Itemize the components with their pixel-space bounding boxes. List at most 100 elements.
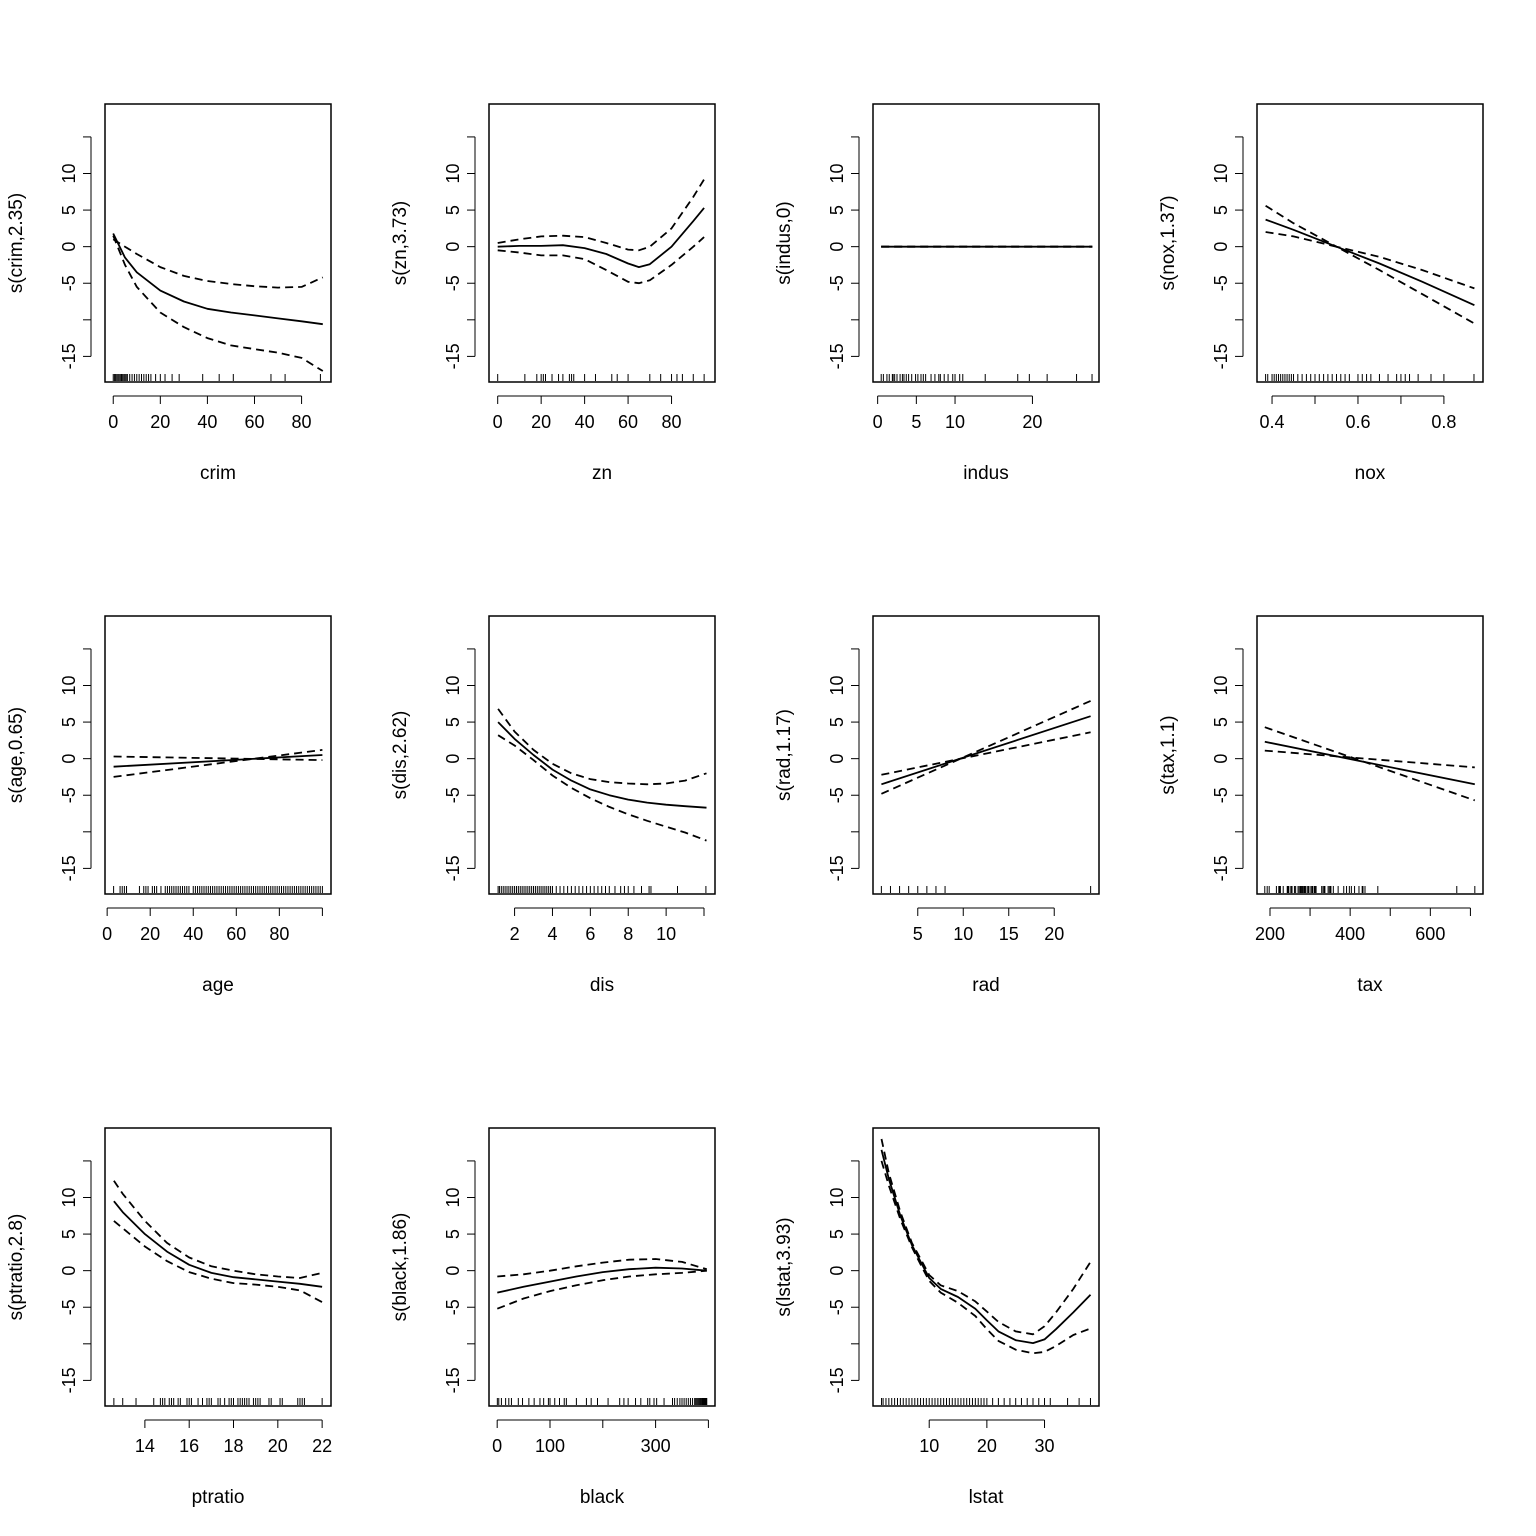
smooth-estimate-line — [113, 1200, 323, 1288]
x-axis-title: nox — [1355, 463, 1386, 484]
y-tick-label: 10 — [827, 675, 847, 695]
y-tick-label: 0 — [443, 242, 463, 252]
y-tick-label: -5 — [59, 1299, 79, 1315]
y-tick-label: 0 — [1211, 242, 1231, 252]
x-tick-label: 10 — [953, 924, 973, 944]
x-tick-label: 80 — [292, 412, 312, 432]
y-tick-label: 10 — [443, 1187, 463, 1207]
x-tick-label: 5 — [913, 924, 923, 944]
y-tick-label: -5 — [1211, 275, 1231, 291]
y-axis-title: s(black,1.86) — [390, 1213, 411, 1322]
x-tick-label: 300 — [641, 1436, 671, 1456]
confidence-band-line — [497, 708, 707, 786]
panel-zn: -15 -5 0 5 10 0 20 40 60 80 zn s(zn,3.73) — [390, 103, 716, 484]
plot-frame — [488, 103, 716, 383]
panel-tax: -15 -5 0 5 10 200 400 600 tax s(tax,1.1) — [1158, 615, 1484, 996]
y-tick-label: -15 — [59, 1367, 79, 1393]
y-axis-title: s(dis,2.62) — [390, 711, 411, 800]
x-tick-label: 30 — [1035, 1436, 1055, 1456]
y-axis-title: s(crim,2.35) — [6, 193, 27, 293]
y-axis-title: s(age,0.65) — [6, 707, 27, 803]
x-tick-label: 14 — [135, 1436, 155, 1456]
panel-indus: -15 -5 0 5 10 0 5 10 20 indus s(indus,0) — [774, 103, 1100, 484]
smooth-estimate-line — [1265, 218, 1475, 307]
panel-age: -15 -5 0 5 10 0 20 40 60 80 age s(age,0.65) — [6, 615, 332, 996]
x-tick-label: 6 — [585, 924, 595, 944]
x-tick-label: 20 — [150, 412, 170, 432]
smooth-estimate-line — [881, 715, 1091, 786]
panel-crim: -15 -5 0 5 10 0 20 40 60 80 crim s(crim,2.35) — [6, 103, 332, 484]
y-tick-label: 5 — [1211, 717, 1231, 727]
x-axis-title: lstat — [969, 1487, 1005, 1508]
y-tick-label: 10 — [443, 163, 463, 183]
y-tick-label: -15 — [827, 855, 847, 881]
x-axis-title: crim — [200, 463, 236, 484]
y-tick-label: 10 — [827, 1187, 847, 1207]
smooth-estimate-line — [497, 1266, 707, 1294]
y-axis-title: s(rad,1.17) — [774, 709, 795, 801]
y-tick-label: -15 — [59, 343, 79, 369]
y-tick-label: 5 — [827, 717, 847, 727]
plot-frame — [104, 103, 332, 383]
x-axis-title: ptratio — [192, 1487, 245, 1508]
y-tick-label: -5 — [59, 275, 79, 291]
confidence-band-line — [1264, 726, 1476, 802]
y-tick-label: -15 — [59, 855, 79, 881]
x-axis-title: zn — [592, 463, 612, 484]
y-tick-label: 0 — [827, 1266, 847, 1276]
y-tick-label: -15 — [443, 1367, 463, 1393]
confidence-band-line — [880, 1138, 1092, 1336]
panel-ptratio: -15 -5 0 5 10 14 16 18 20 22 ptratio s(ptratio,2.8) — [6, 1127, 332, 1508]
y-tick-label: 10 — [1211, 675, 1231, 695]
y-tick-label: -15 — [443, 855, 463, 881]
plot-frame — [872, 1127, 1100, 1407]
y-tick-label: 0 — [1211, 754, 1231, 764]
x-tick-label: 20 — [531, 412, 551, 432]
x-tick-label: 0 — [102, 924, 112, 944]
x-tick-label: 40 — [197, 412, 217, 432]
x-axis-title: indus — [963, 463, 1008, 484]
y-axis-title: s(lstat,3.93) — [774, 1217, 795, 1316]
x-tick-label: 4 — [547, 924, 557, 944]
plot-frame — [488, 615, 716, 895]
x-axis-title: rad — [972, 975, 999, 996]
x-tick-label: 60 — [226, 924, 246, 944]
y-tick-label: 10 — [443, 675, 463, 695]
x-tick-label: 22 — [312, 1436, 332, 1456]
x-tick-label: 80 — [269, 924, 289, 944]
y-tick-label: 10 — [1211, 163, 1231, 183]
confidence-band-line — [881, 731, 1091, 776]
x-axis-title: dis — [590, 975, 614, 996]
y-tick-label: -5 — [1211, 787, 1231, 803]
smooth-estimate-line — [497, 207, 705, 268]
y-tick-label: 0 — [59, 1266, 79, 1276]
plot-frame — [104, 1127, 332, 1407]
y-tick-label: 5 — [827, 1229, 847, 1239]
confidence-band-line — [112, 235, 324, 372]
x-tick-label: 20 — [268, 1436, 288, 1456]
confidence-band-line — [497, 734, 707, 842]
plot-frame — [872, 615, 1100, 895]
y-axis-title: s(ptratio,2.8) — [6, 1214, 27, 1321]
y-tick-label: 0 — [827, 754, 847, 764]
y-tick-label: -15 — [443, 343, 463, 369]
y-tick-label: -15 — [1211, 855, 1231, 881]
y-tick-label: -15 — [1211, 343, 1231, 369]
x-axis-title: black — [580, 1487, 625, 1508]
y-tick-label: 10 — [827, 163, 847, 183]
x-axis-title: tax — [1357, 975, 1383, 996]
x-tick-label: 40 — [575, 412, 595, 432]
x-tick-label: 400 — [1335, 924, 1365, 944]
y-tick-label: -5 — [827, 275, 847, 291]
x-tick-label: 0 — [493, 412, 503, 432]
confidence-band-line — [497, 1258, 708, 1278]
y-tick-label: 10 — [59, 675, 79, 695]
confidence-band-line — [112, 238, 324, 289]
y-tick-label: 5 — [59, 205, 79, 215]
y-tick-label: 5 — [443, 1229, 463, 1239]
y-tick-label: -5 — [443, 275, 463, 291]
y-tick-label: -5 — [827, 1299, 847, 1315]
x-tick-label: 0.6 — [1345, 412, 1370, 432]
